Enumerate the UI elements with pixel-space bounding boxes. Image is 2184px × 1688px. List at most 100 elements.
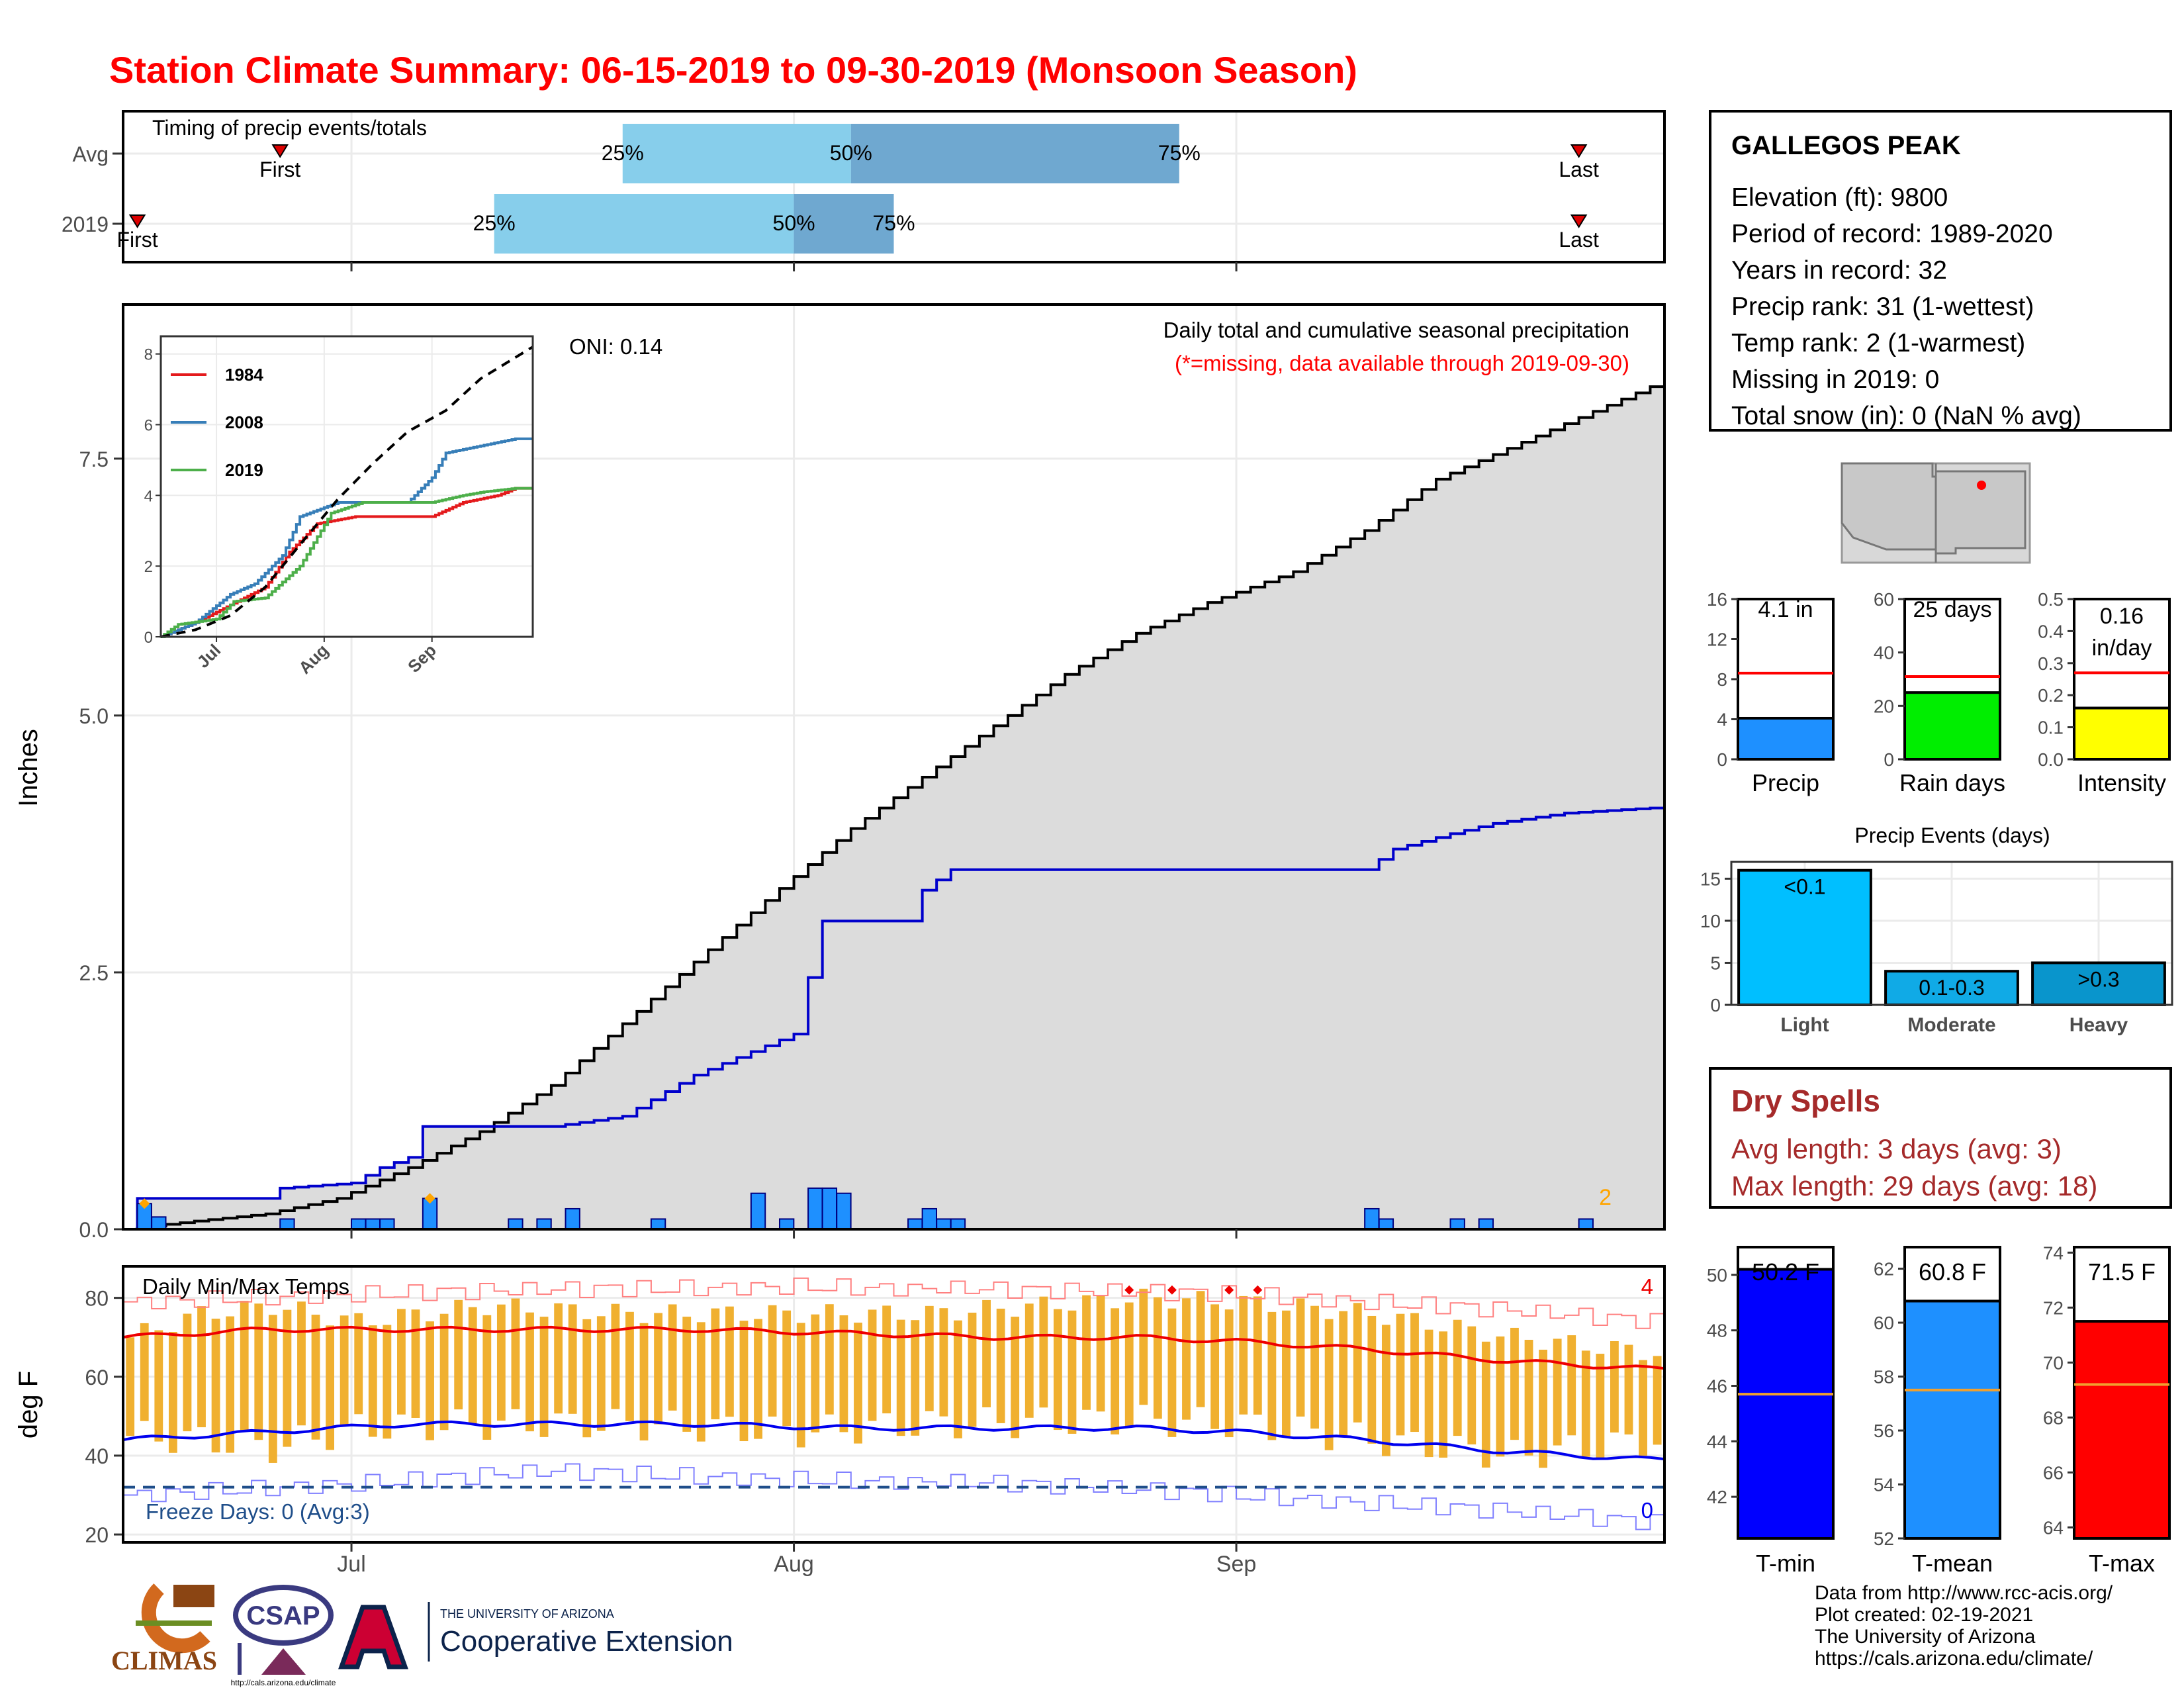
precip-daily-bar [836, 1192, 852, 1231]
temp-daily-range-bar [525, 1312, 534, 1432]
precip-daily-bar [650, 1218, 666, 1231]
timing-label-75: 75% [1158, 141, 1201, 165]
precip-corner-count: 2 [1599, 1185, 1612, 1210]
temp-freeze-text: Freeze Days: 0 (Avg:3) [146, 1499, 370, 1524]
mini-bar-value [1903, 691, 2001, 761]
precip-max-marker [424, 1193, 435, 1204]
precip-daily-bar [508, 1218, 523, 1231]
events-frame [1730, 861, 2173, 1006]
temp-daily-range-bar [554, 1303, 563, 1414]
mini-bar-ytick-label: 0.4 [2038, 621, 2064, 641]
temp-daily-range-bar [1653, 1356, 1662, 1445]
timing-bar-25-50 [622, 124, 851, 183]
temp-daily-range-bar [439, 1313, 449, 1430]
inset-ytick-label: 0 [144, 629, 153, 647]
timing-last-label: Last [1559, 228, 1599, 252]
events-category-label: Moderate [1907, 1014, 1995, 1036]
precip-ytick-label: 0.0 [79, 1218, 109, 1242]
mini-bar-ytick-label: 0.0 [2038, 749, 2064, 770]
temp-daily-range-bar [1339, 1311, 1348, 1437]
timing-bar-25-50 [494, 194, 794, 254]
temp-daily-range-bar [1496, 1336, 1505, 1457]
temp-summary-chart-t-mean: 60.8 F 52 54 56 58 60 62 T-mean [1874, 1246, 2001, 1577]
temp-daily-range-bar [197, 1306, 206, 1428]
x-axis-tick-label: Aug [774, 1552, 814, 1577]
mini-bar-ytick-label: 0.2 [2038, 685, 2064, 706]
temp-daily-range-bar [496, 1304, 506, 1421]
temp-daily-range-bar [354, 1313, 363, 1415]
mini-bar-charts: 4.1 in 0 4 8 12 16 Precip 25 days 0 20 40 60 Rain da… [1707, 589, 2171, 796]
precip-daily-bar [821, 1187, 838, 1231]
temp-daily-range-bar [1410, 1313, 1419, 1432]
temp-daily-range-bar [426, 1321, 434, 1440]
temp-summary-ytick-label: 48 [1707, 1321, 1727, 1341]
temp-ytick-label: 40 [85, 1444, 109, 1468]
timing-label-50: 50% [773, 211, 815, 235]
precip-ytick-label: 5.0 [79, 704, 109, 728]
temp-daily-range-bar [725, 1306, 734, 1417]
temp-record-marker [1167, 1285, 1177, 1295]
precip-daily-bar [936, 1218, 952, 1231]
map-arizona [1841, 462, 1937, 551]
temp-summary-value-label: 71.5 F [2088, 1258, 2156, 1286]
events-category-label: Light [1780, 1014, 1829, 1036]
precip-daily-bar [950, 1218, 966, 1231]
temp-daily-range-bar [1124, 1302, 1134, 1427]
temp-summary-category-label: T-mean [1912, 1550, 1993, 1577]
precip-oni: ONI: 0.14 [569, 334, 662, 359]
precip-daily-bar [1378, 1218, 1394, 1231]
temp-summary-bar [2073, 1320, 2171, 1540]
temp-daily-range-bar [839, 1315, 848, 1432]
precip-max-marker [139, 1198, 150, 1209]
temp-frame [122, 1265, 1666, 1544]
timing-label-50: 50% [830, 141, 872, 165]
mini-bar-chart-intensity: 0.16 in/day 0.0 0.1 0.2 0.3 0.4 0.5 Intensity [2038, 589, 2171, 796]
temp-daily-range-bar [1111, 1308, 1120, 1434]
precip-2019-line [123, 806, 1664, 1231]
temp-daily-range-bar [739, 1321, 749, 1442]
footer-line: Data from http://www.rcc-acis.org/ [1815, 1582, 2113, 1604]
temp-avg-min-line [122, 1420, 1665, 1461]
temp-daily-range-bar [468, 1307, 477, 1424]
events-bar-moderate [1884, 970, 2019, 1007]
temp-daily-range-bar [340, 1315, 349, 1426]
temp-daily-range-bar [1324, 1319, 1334, 1450]
temp-summary-ytick-label: 58 [1874, 1367, 1894, 1387]
timing-last-marker [1570, 144, 1588, 158]
temp-daily-range-bar [1310, 1305, 1319, 1429]
precip-daily-bar [536, 1218, 552, 1231]
inset-ytick-label: 4 [144, 487, 153, 505]
events-bar-label: 0.1-0.3 [1919, 976, 1985, 1000]
precip-daily-bar [1578, 1218, 1594, 1231]
station-period: Period of record: 1989-2020 [1731, 220, 2053, 248]
mini-bar-value-label: 4.1 in [1758, 597, 1813, 622]
temp-ytick-label: 60 [85, 1366, 109, 1389]
temp-daily-range-bar [811, 1314, 820, 1432]
temp-daily-range-bar [625, 1311, 634, 1421]
temp-summary-ytick-label: 56 [1874, 1421, 1894, 1441]
temp-record-marker [1253, 1285, 1263, 1295]
temp-summary-ytick-label: 52 [1874, 1528, 1894, 1549]
mini-bar-ytick-label: 4 [1717, 710, 1727, 730]
temp-ytick-label: 20 [85, 1523, 109, 1547]
temp-daily-range-bar [782, 1310, 792, 1427]
csap-url-text: http://cals.arizona.edu/climate [231, 1678, 336, 1687]
csap-logo: CSAP http://cals.arizona.edu/climate [231, 1585, 336, 1687]
temp-daily-range-bar [1096, 1295, 1105, 1412]
temp-daily-range-bar [297, 1301, 306, 1426]
inset-frame [159, 335, 534, 638]
map-station-marker [1977, 481, 1986, 490]
inset-background [161, 336, 533, 637]
temp-summary-ytick-label: 62 [1874, 1259, 1894, 1280]
temp-daily-range-bar [1282, 1310, 1291, 1438]
precip-frame [122, 303, 1666, 1231]
timing-frame [122, 110, 1666, 263]
ua-big-text: Cooperative Extension [440, 1625, 733, 1658]
temp-daily-range-bar [1182, 1298, 1191, 1420]
dry-spells-card: Dry Spells Avg length: 3 days (avg: 3) M… [1709, 1067, 2172, 1209]
temp-ylabel: deg F [14, 1371, 43, 1438]
climas-logo-text: CLIMAS [111, 1646, 217, 1675]
temp-daily-range-bar [711, 1308, 720, 1420]
temp-daily-range-bar [1253, 1296, 1262, 1415]
